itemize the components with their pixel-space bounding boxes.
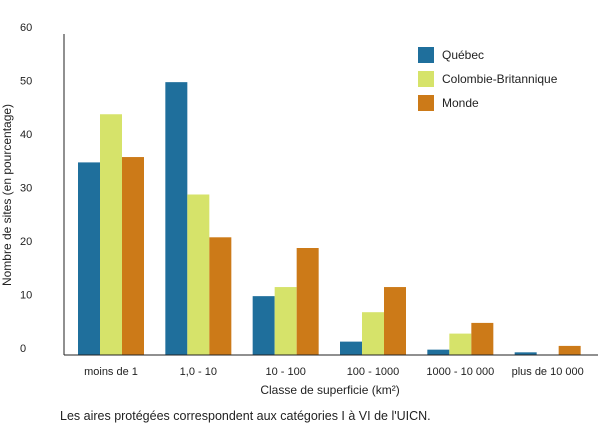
bar [274,287,297,355]
legend-label: Monde [442,96,479,110]
bar [471,322,494,355]
bars [78,82,581,356]
footnote: Les aires protégées correspondent aux ca… [60,409,431,423]
bar [384,287,406,355]
y-tick-label: 20 [20,236,32,248]
x-tick-label: 1,0 - 10 [180,366,217,378]
legend-swatch [418,71,434,87]
bar [165,82,188,356]
bar [427,349,450,355]
legend-swatch [418,95,434,111]
bar [449,333,472,355]
legend-label: Québec [442,48,484,62]
y-tick-label: 0 [20,343,26,355]
legend-label: Colombie-Britannique [442,72,558,86]
bar [100,114,122,355]
bar [122,157,144,355]
bar [209,237,232,355]
x-tick-label: 1000 - 10 000 [426,366,494,378]
y-tick-label: 30 [20,183,32,195]
y-tick-label: 40 [20,129,32,141]
x-tick-label: moins de 1 [84,366,138,378]
bar [340,341,362,355]
bar [252,296,275,355]
y-axis-ticks: 0 10 20 30 40 50 60 [20,22,32,355]
bar [296,248,319,355]
x-tick-label: 10 - 100 [265,366,305,378]
y-tick-label: 60 [20,22,32,34]
bar [514,352,537,355]
y-tick-label: 10 [20,290,32,302]
bar [78,162,100,355]
y-tick-label: 50 [20,76,32,88]
x-axis-ticks: moins de 1 1,0 - 10 10 - 100 100 - 1000 1000… [84,366,584,378]
x-axis-label: Classe de superficie (km²) [260,383,399,397]
bar [187,194,210,355]
bar [362,312,384,355]
bar-chart: 0 10 20 30 40 50 60 moins de 1 1,0 - 10 10 - 100… [0,22,598,397]
legend-swatch [418,47,434,63]
x-tick-label: plus de 10 000 [512,366,584,378]
y-axis-label: Nombre de sites (en pourcentage) [0,104,14,286]
x-tick-label: 100 - 1000 [347,366,400,378]
bar [558,345,581,355]
legend: Québec Colombie-Britannique Monde [418,47,558,111]
